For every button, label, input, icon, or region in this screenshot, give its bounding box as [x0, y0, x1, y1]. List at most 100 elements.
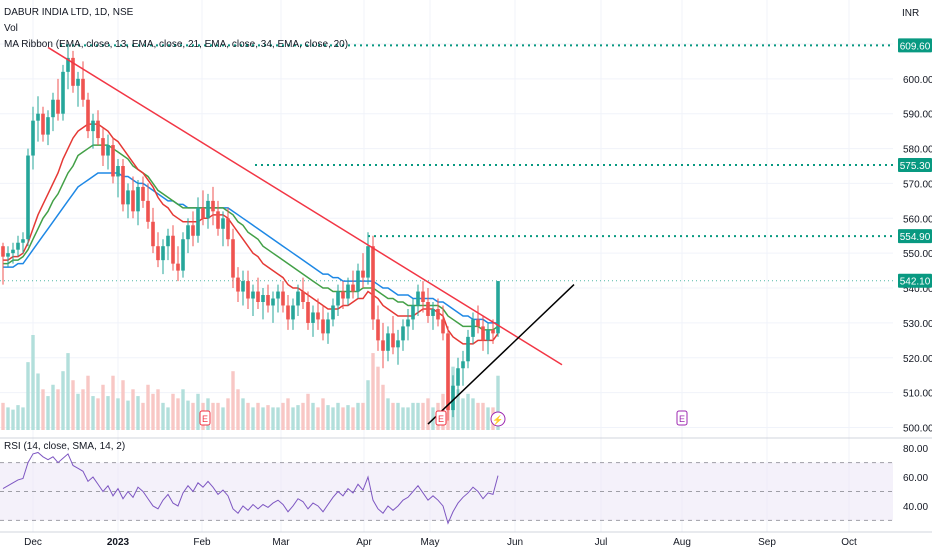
price-tick-label: 580.00	[903, 145, 932, 156]
candle-body	[1, 246, 5, 257]
volume-bar	[266, 405, 270, 430]
candle-body	[176, 263, 180, 271]
candle-body	[131, 190, 135, 212]
volume-bar	[301, 402, 305, 430]
candle-body	[431, 308, 435, 316]
volume-bar	[226, 398, 230, 430]
event-markers: E E E ⚡	[199, 410, 688, 427]
candle-body	[91, 120, 95, 132]
volume-bar	[181, 389, 185, 430]
candle-body	[481, 326, 485, 341]
volume-bar	[11, 409, 15, 430]
candle-body	[286, 305, 290, 320]
trendlines	[47, 46, 575, 425]
volume-bar	[86, 375, 90, 430]
candle-body	[61, 71, 65, 114]
volume-legend: Vol	[4, 23, 18, 34]
candle-body	[406, 319, 410, 327]
candle-body	[26, 155, 30, 240]
volume-bar	[456, 389, 460, 430]
earnings-marker-box	[435, 410, 447, 426]
candle-body	[361, 270, 365, 278]
candle-body	[256, 291, 260, 302]
candle-body	[246, 281, 250, 299]
candle-body	[71, 57, 75, 86]
earnings-marker: E	[202, 414, 208, 424]
volume-bar	[361, 402, 365, 430]
candle-body	[496, 281, 500, 334]
candle-body	[51, 99, 55, 118]
time-tick-label: Sep	[758, 537, 776, 548]
candle-body	[211, 200, 215, 212]
volume-bar	[481, 402, 485, 430]
dividend-marker: ⚡	[492, 414, 503, 426]
axes: 610.00600.00590.00580.00570.00560.00550.…	[24, 38, 932, 548]
candle-body	[471, 319, 475, 337]
volume-bar	[221, 407, 225, 430]
rsi-tick-label: 60.00	[903, 473, 928, 484]
volume-bar	[411, 402, 415, 430]
candle-body	[151, 221, 155, 247]
volume-bar	[311, 402, 315, 430]
price-tick-label: 550.00	[903, 249, 932, 260]
candle-body	[116, 166, 120, 177]
horizontal-levels	[0, 44, 893, 282]
candle-body	[411, 305, 415, 320]
candle-body	[66, 57, 70, 72]
candle-body	[16, 242, 20, 250]
candle-body	[111, 145, 115, 177]
candle-body	[456, 368, 460, 386]
candle-body	[56, 99, 60, 114]
volume-bar	[296, 405, 300, 430]
candle-body	[11, 249, 15, 254]
volume-bar	[151, 393, 155, 430]
candle-body	[146, 200, 150, 222]
volume-bar	[186, 400, 190, 430]
candle-body	[371, 246, 375, 320]
earnings-marker: E	[438, 414, 444, 424]
price-tick-label: 560.00	[903, 214, 932, 225]
candle-body	[106, 145, 110, 156]
volume-bar	[326, 405, 330, 430]
volume-bar	[426, 398, 430, 430]
price-tick-label: 510.00	[903, 389, 932, 400]
candle-body	[446, 333, 450, 411]
volume-bar	[476, 402, 480, 430]
volume-bar	[396, 402, 400, 430]
price-tick-label: 520.00	[903, 354, 932, 365]
rsi-tick-label: 80.00	[903, 444, 928, 455]
time-tick-label: Oct	[841, 537, 857, 548]
rsi-legend: RSI (14, close, SMA, 14, 2)	[4, 441, 126, 452]
ema13-line	[3, 123, 499, 345]
candle-body	[401, 326, 405, 341]
candle-body	[351, 284, 355, 292]
candle-body	[206, 200, 210, 219]
volume-bar	[386, 398, 390, 430]
volume-bar	[101, 384, 105, 430]
candle-body	[381, 340, 385, 351]
time-tick-label: Mar	[272, 537, 290, 548]
volume-bar	[496, 375, 500, 430]
candle-body	[436, 308, 440, 320]
candle-body	[316, 312, 320, 320]
candles	[1, 43, 500, 421]
candle-body	[266, 295, 270, 306]
candle-body	[196, 207, 200, 236]
earnings-marker-box	[199, 410, 211, 426]
price-tag-box	[898, 273, 932, 288]
volume-bar	[21, 407, 25, 430]
price-tick-label: 590.00	[903, 110, 932, 121]
volume-bar	[486, 407, 490, 430]
candle-body	[461, 361, 465, 369]
volume-bar	[61, 371, 65, 430]
ema21-line	[3, 144, 499, 331]
volume-bar	[241, 398, 245, 430]
volume-bar	[286, 398, 290, 430]
candle-body	[386, 333, 390, 351]
volume-bar	[141, 402, 145, 430]
volume-bar	[471, 398, 475, 430]
price-tag: 542.10	[900, 277, 931, 288]
volume-bar	[291, 407, 295, 430]
volume-bar	[51, 384, 55, 430]
